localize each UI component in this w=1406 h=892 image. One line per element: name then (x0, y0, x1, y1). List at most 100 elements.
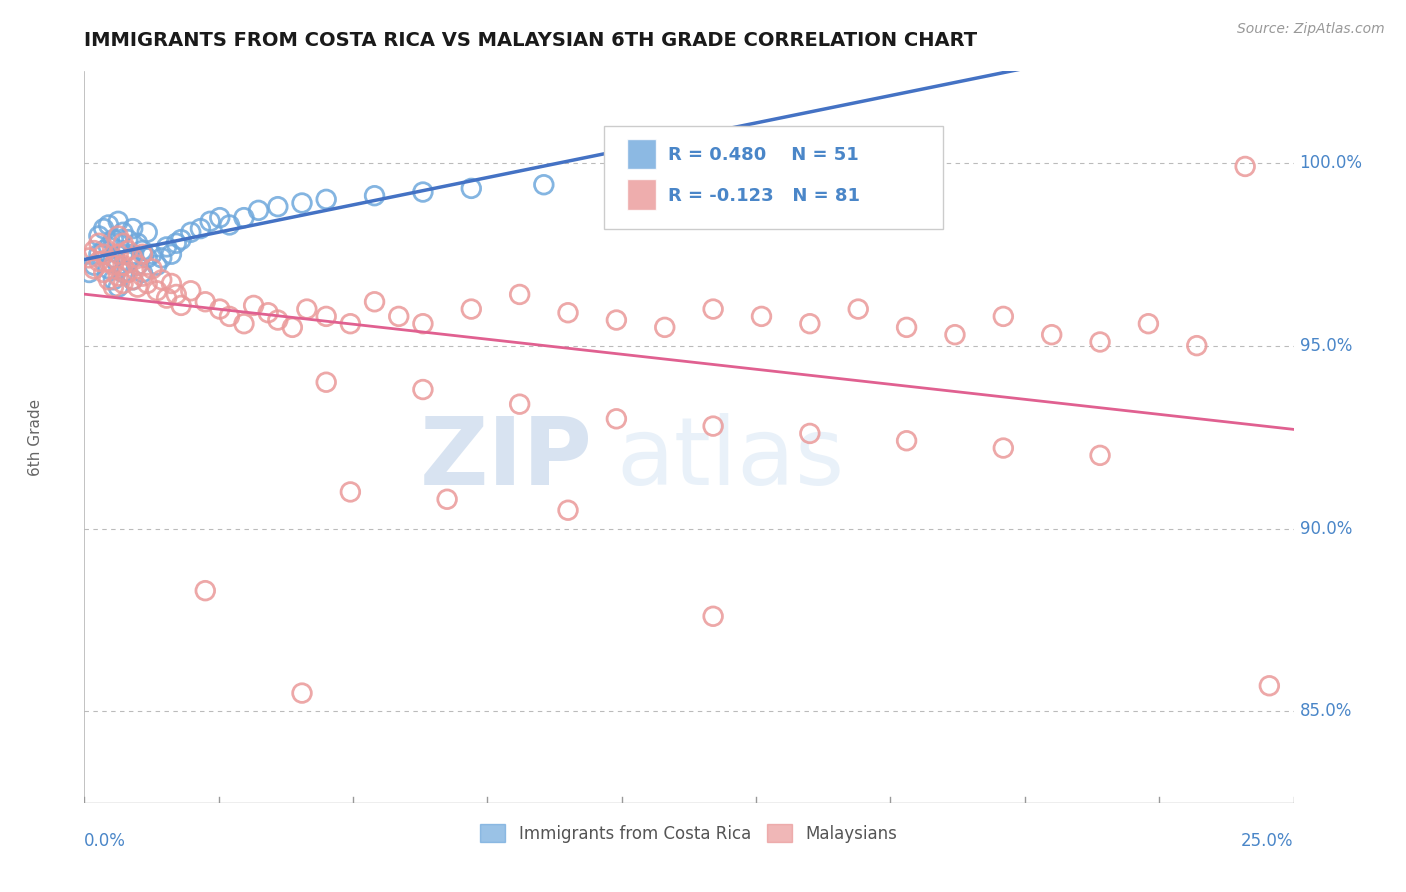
Point (107, 236, 129, 251)
Point (198, 214, 221, 228)
Point (136, 225, 159, 239)
Point (896, 434, 918, 448)
Text: 95.0%: 95.0% (1299, 336, 1353, 355)
Text: 90.0%: 90.0% (1299, 519, 1353, 538)
Point (943, 327, 966, 342)
Point (150, 251, 173, 265)
Point (83, 261, 105, 276)
FancyBboxPatch shape (627, 138, 657, 169)
Point (112, 277, 135, 291)
Point (121, 273, 143, 287)
Point (97, 254, 120, 268)
Point (97, 261, 120, 276)
Point (190, 221, 212, 235)
Point (799, 426, 821, 441)
Point (1185, 339, 1208, 353)
Point (87, 229, 110, 244)
Point (388, 310, 411, 324)
Point (131, 247, 153, 261)
Point (1234, 160, 1257, 174)
Point (97, 218, 120, 232)
Point (993, 310, 1015, 324)
Point (654, 320, 676, 334)
Point (315, 310, 337, 324)
Point (509, 397, 531, 411)
Point (165, 287, 187, 301)
Point (557, 306, 579, 320)
Point (436, 492, 458, 507)
Text: atlas: atlas (616, 413, 845, 505)
Point (233, 211, 256, 225)
Point (117, 233, 139, 247)
Point (127, 280, 149, 294)
Point (460, 302, 482, 317)
Point (136, 277, 159, 291)
Point (896, 320, 918, 334)
Point (107, 258, 129, 272)
Point (112, 247, 135, 261)
Point (339, 485, 361, 500)
Point (83, 244, 105, 258)
Point (267, 200, 290, 214)
Point (107, 247, 129, 261)
Point (107, 229, 129, 244)
Point (702, 419, 724, 434)
Point (281, 320, 304, 334)
Text: Source: ZipAtlas.com: Source: ZipAtlas.com (1237, 22, 1385, 37)
Text: 85.0%: 85.0% (1299, 702, 1353, 721)
Point (103, 273, 125, 287)
Point (702, 302, 724, 317)
Point (93, 244, 115, 258)
Point (363, 188, 385, 202)
Point (107, 269, 129, 284)
Point (208, 302, 231, 317)
Point (295, 302, 318, 317)
Point (131, 269, 153, 284)
Point (1137, 317, 1160, 331)
Point (155, 291, 177, 305)
Point (702, 609, 724, 624)
Point (993, 441, 1015, 455)
Point (127, 258, 149, 272)
Point (257, 306, 280, 320)
Point (460, 181, 482, 195)
Point (87, 236, 110, 251)
Text: R = 0.480    N = 51: R = 0.480 N = 51 (668, 146, 859, 164)
Point (170, 233, 193, 247)
Point (112, 266, 135, 280)
Point (363, 294, 385, 309)
Point (412, 317, 434, 331)
Text: 100.0%: 100.0% (1299, 153, 1362, 172)
Point (218, 310, 240, 324)
Point (121, 247, 143, 261)
Point (751, 310, 773, 324)
Point (146, 284, 169, 298)
Point (117, 244, 139, 258)
Point (605, 412, 627, 426)
Point (141, 247, 163, 261)
Point (107, 280, 129, 294)
Point (291, 686, 314, 700)
Point (412, 185, 434, 199)
Point (87, 247, 110, 261)
Point (83, 258, 105, 272)
Point (103, 251, 125, 265)
Point (247, 203, 270, 218)
Point (93, 247, 115, 261)
Point (121, 273, 143, 287)
Text: 0.0%: 0.0% (84, 832, 127, 850)
Point (117, 266, 139, 280)
Text: 25.0%: 25.0% (1241, 832, 1294, 850)
Point (97, 240, 120, 254)
Point (136, 251, 159, 265)
Point (315, 376, 337, 390)
Text: 6th Grade: 6th Grade (28, 399, 44, 475)
Point (1088, 449, 1111, 463)
FancyBboxPatch shape (605, 126, 943, 228)
Point (315, 193, 337, 207)
Point (1088, 334, 1111, 349)
Point (131, 266, 153, 280)
Point (194, 583, 217, 598)
Point (218, 218, 240, 232)
Point (533, 178, 555, 192)
